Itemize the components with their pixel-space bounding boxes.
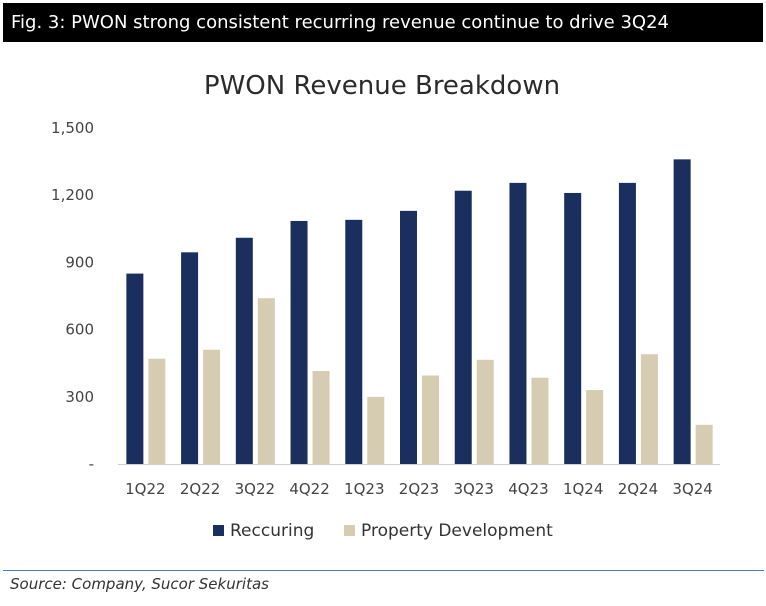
legend-label: Reccuring bbox=[230, 521, 314, 541]
bar-property-development bbox=[586, 390, 604, 464]
bar-reccuring bbox=[509, 182, 527, 464]
bar-reccuring bbox=[673, 159, 691, 465]
x-tick-label: 1Q23 bbox=[344, 480, 384, 498]
x-tick-label: 3Q24 bbox=[672, 480, 712, 498]
y-tick-label: 1,200 bbox=[51, 186, 94, 204]
x-tick-label: 4Q22 bbox=[289, 480, 329, 498]
bar-reccuring bbox=[126, 273, 144, 464]
source-divider bbox=[3, 570, 764, 571]
x-tick-label: 2Q23 bbox=[399, 480, 439, 498]
x-tick-label: 3Q22 bbox=[235, 480, 275, 498]
bar-property-development bbox=[257, 298, 275, 464]
x-tick-label: 4Q23 bbox=[508, 480, 548, 498]
y-tick-label: 300 bbox=[65, 388, 94, 406]
bar-reccuring bbox=[235, 237, 253, 464]
bar-reccuring bbox=[290, 220, 308, 464]
legend-swatch-reccuring bbox=[213, 525, 224, 536]
bar-property-development bbox=[531, 377, 549, 464]
x-tick-label: 2Q22 bbox=[180, 480, 220, 498]
source-note: Source: Company, Sucor Sekuritas bbox=[10, 575, 269, 593]
bar-reccuring bbox=[181, 252, 199, 464]
bar-reccuring bbox=[564, 192, 582, 464]
y-tick-label: 1,500 bbox=[51, 119, 94, 137]
bar-reccuring bbox=[345, 219, 363, 464]
bar-property-development bbox=[476, 359, 494, 464]
figure-caption: Fig. 3: PWON strong consistent recurring… bbox=[3, 3, 763, 42]
bar-property-development bbox=[367, 396, 385, 464]
y-tick-label: 900 bbox=[65, 253, 94, 271]
y-tick-label: - bbox=[89, 455, 94, 473]
legend-label: Property Development bbox=[361, 521, 553, 541]
bar-property-development bbox=[148, 358, 166, 464]
x-tick-label: 1Q24 bbox=[563, 480, 603, 498]
x-tick-label: 2Q24 bbox=[618, 480, 658, 498]
y-tick-label: 600 bbox=[65, 321, 94, 339]
x-tick-label: 3Q23 bbox=[454, 480, 494, 498]
bar-property-development bbox=[422, 375, 439, 464]
bar-reccuring bbox=[618, 182, 636, 464]
x-tick-label: 1Q22 bbox=[125, 480, 165, 498]
bar-reccuring bbox=[454, 190, 472, 464]
legend-swatch-property-development bbox=[344, 525, 355, 536]
bar-property-development bbox=[312, 371, 330, 464]
bar-property-development bbox=[640, 354, 658, 464]
bar-property-development bbox=[695, 424, 713, 464]
bar-property-development bbox=[203, 349, 221, 464]
chart-title: PWON Revenue Breakdown bbox=[204, 71, 560, 101]
revenue-chart: PWON Revenue Breakdown - 300 600 900 1,200 1,5… bbox=[51, 71, 720, 541]
bar-reccuring bbox=[400, 210, 417, 464]
